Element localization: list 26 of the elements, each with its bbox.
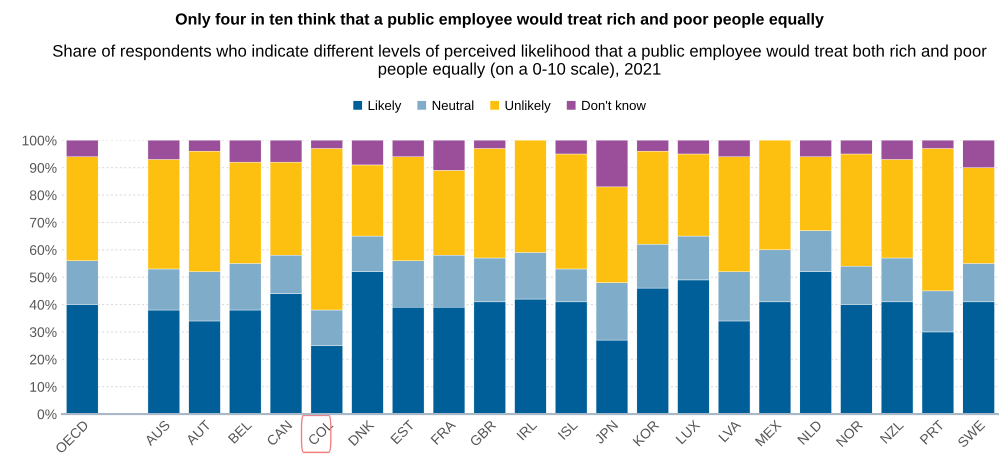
x-tick-label: FRA: [430, 419, 456, 445]
y-tick-label: 40%: [30, 300, 57, 310]
legend-label: Unlikely: [506, 100, 551, 113]
y-tick-label: 70%: [30, 218, 57, 228]
y-tick-label: 30%: [30, 327, 57, 338]
x-tick-label: IRL: [516, 420, 538, 440]
y-tick-label: 90%: [30, 162, 57, 173]
y-tick-label: 100%: [22, 136, 57, 146]
y-tick-label: 10%: [30, 382, 57, 392]
y-tick-label: 0%: [38, 409, 57, 420]
x-tick-label: ISL: [558, 419, 578, 440]
legend-label: Likely: [368, 100, 402, 113]
y-tick-label: 60%: [30, 245, 57, 255]
x-tick-label: NZL: [880, 420, 904, 444]
y-tick-label: 20%: [30, 354, 57, 364]
y-tick-label: 50%: [30, 272, 57, 282]
x-tick-label: LVA: [718, 419, 742, 442]
x-tick-label: BEL: [228, 420, 252, 444]
legend-label: Don't know: [582, 100, 646, 110]
x-tick-label: COL: [307, 419, 334, 446]
y-tick-label: 80%: [30, 190, 57, 200]
chart-title: Only four in ten think that a public employee would treat rich and poor people equally: [176, 12, 824, 28]
legend-label: Neutral: [432, 100, 474, 110]
x-tick-label: NLD: [797, 420, 822, 445]
x-tick-label: JPN: [594, 420, 618, 445]
chart-subtitle: Share of respondents who indicate different levels of perceived likelihood that a public employee would treat both rich and poor people equally (on a 0-10 scale), 2021: [53, 44, 987, 78]
